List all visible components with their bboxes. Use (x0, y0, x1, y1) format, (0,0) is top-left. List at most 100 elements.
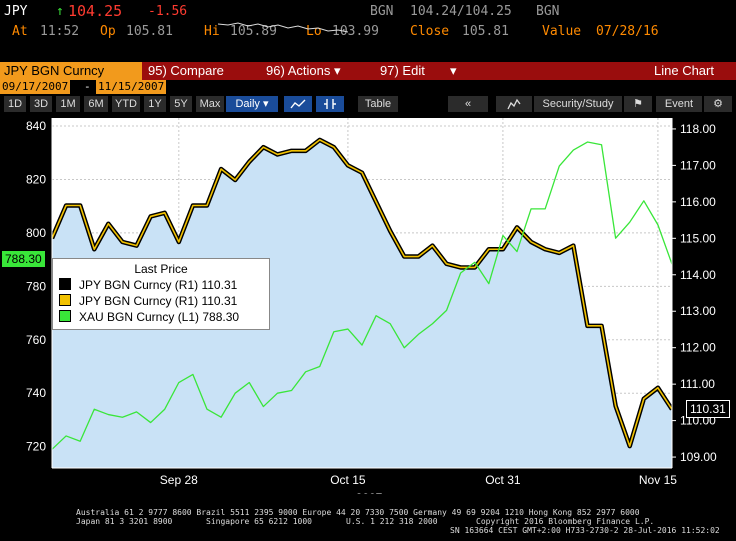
low-value: 103.99 (332, 24, 379, 39)
right-axis-tick-label: 116.00 (680, 195, 716, 209)
period-6m-button[interactable]: 6M (84, 96, 108, 112)
period-ytd-button[interactable]: YTD (112, 96, 140, 112)
security-study-button[interactable]: Security/Study (534, 96, 622, 112)
footer-session-info: SN 163664 CEST GMT+2:00 H733-2730-2 28-J… (450, 526, 720, 535)
chart-type-label: Line Chart (654, 63, 714, 78)
right-axis-tick-label: 111.00 (680, 377, 715, 391)
right-axis-tick-label: 115.00 (680, 231, 716, 245)
right-axis-tick-label: 113.00 (680, 304, 716, 318)
x-axis-tick-label: Oct 15 (330, 473, 366, 487)
open-label: Op (100, 24, 116, 39)
up-arrow-icon: ↑ (56, 4, 64, 19)
period-1m-button[interactable]: 1M (56, 96, 80, 112)
frequency-dropdown-icon: ▾ (262, 98, 269, 110)
xau-line (51, 141, 673, 450)
footer: Australia 61 2 9777 8600 Brazil 5511 239… (0, 505, 736, 541)
jpy-last-value-tag: 110.31 (686, 400, 730, 418)
footer-phone-numbers: Australia 61 2 9777 8600 Brazil 5511 239… (76, 508, 640, 517)
end-date-field[interactable]: 11/15/2007 (96, 80, 167, 94)
x-axis-tick-label: Nov 15 (639, 473, 677, 487)
frequency-label: Daily (235, 98, 260, 110)
price-chart[interactable]: 720740760780800820840109.00110.00111.001… (0, 114, 736, 494)
footer-singapore-phone: Singapore 65 6212 1000 (206, 517, 312, 526)
compare-label: Compare (170, 63, 224, 78)
right-axis-tick-label: 112.00 (680, 341, 716, 355)
left-axis-tick-label: 840 (26, 119, 46, 133)
left-axis-tick-label: 780 (26, 279, 46, 293)
legend-swatch-yellow (59, 294, 71, 306)
left-axis-tick-label: 820 (26, 172, 46, 186)
price-source-2: BGN (536, 4, 560, 19)
chart-legend[interactable]: Last Price JPY BGN Curncy (R1) 110.31 JP… (52, 258, 270, 330)
at-time: 11:52 (40, 24, 80, 39)
high-label: Hi (204, 24, 220, 39)
frequency-dropdown[interactable]: Daily ▾ (226, 96, 278, 112)
legend-label-jpy-1: JPY BGN Curncy (R1) 110.31 (79, 278, 238, 292)
bid-ask: 104.24/104.25 (410, 4, 512, 19)
net-change: -1.56 (148, 4, 188, 19)
period-max-button[interactable]: Max (196, 96, 224, 112)
security-field[interactable]: JPY BGN Curncy (0, 62, 142, 80)
actions-number: 96) (266, 63, 285, 78)
table-button[interactable]: Table (358, 96, 398, 112)
jpy-line-yellow (51, 139, 673, 447)
edit-menu[interactable]: 97) Edit (380, 62, 425, 80)
footer-us-phone: U.S. 1 212 318 2000 (346, 517, 438, 526)
period-1y-button[interactable]: 1Y (144, 96, 166, 112)
open-value: 105.81 (126, 24, 173, 39)
high-value: 105.89 (230, 24, 277, 39)
left-axis-tick-label: 760 (26, 333, 46, 347)
right-axis-tick-label: 118.00 (680, 122, 716, 136)
legend-label-xau: XAU BGN Curncy (L1) 788.30 (79, 310, 240, 324)
legend-item-xau-green: XAU BGN Curncy (L1) 788.30 (59, 310, 239, 325)
value-label: Value (542, 24, 582, 39)
xau-last-value-tag: 788.30 (2, 251, 45, 267)
function-toolbar: JPY BGN Curncy 95) Compare 96) Actions ▾… (0, 62, 736, 80)
legend-swatch-black (59, 278, 71, 290)
x-axis-tick-label: Oct 31 (485, 473, 521, 487)
legend-item-jpy-black: JPY BGN Curncy (R1) 110.31 (59, 278, 237, 293)
left-axis-tick-label: 720 (26, 440, 46, 454)
period-5y-button[interactable]: 5Y (170, 96, 192, 112)
x-axis-tick-label: Sep 28 (160, 473, 198, 487)
edit-label: Edit (402, 63, 425, 78)
legend-title: Last Price (134, 262, 188, 276)
period-toolbar: 1D 3D 1M 6M YTD 1Y 5Y Max Daily ▾ Table … (0, 96, 736, 112)
right-axis-tick-label: 114.00 (680, 268, 716, 282)
ticker: JPY (4, 4, 28, 19)
edit-number: 97) (380, 63, 399, 78)
event-button[interactable]: Event (656, 96, 702, 112)
quote-header: JPY ↑ 104.25 -1.56 BGN 104.24/104.25 BGN… (0, 0, 736, 42)
gear-icon[interactable]: ⚙ (704, 96, 732, 112)
price-source: BGN (370, 4, 394, 19)
jpy-area-fill (52, 139, 672, 468)
flag-icon[interactable]: ⚑ (624, 96, 652, 112)
actions-dropdown-icon: ▾ (333, 63, 341, 78)
start-date-field[interactable]: 09/17/2007 (0, 80, 71, 94)
compare-number: 95) (148, 63, 167, 78)
compare-button[interactable]: 95) Compare (148, 62, 224, 80)
close-value: 105.81 (462, 24, 509, 39)
period-1d-button[interactable]: 1D (4, 96, 26, 112)
studies-icon[interactable] (496, 96, 532, 112)
line-chart-icon[interactable] (284, 96, 312, 112)
footer-copyright: Copyright 2016 Bloomberg Finance L.P. (476, 517, 655, 526)
period-3d-button[interactable]: 3D (30, 96, 52, 112)
right-axis-tick-label: 117.00 (680, 158, 716, 172)
edit-dropdown-icon[interactable]: ▾ (450, 63, 457, 78)
legend-swatch-green (59, 310, 71, 322)
actions-label: Actions (287, 63, 331, 78)
legend-label-jpy-2: JPY BGN Curncy (R1) 110.31 (79, 294, 238, 308)
actions-menu[interactable]: 96) Actions ▾ (266, 62, 341, 80)
last-price: 104.25 (68, 2, 123, 20)
footer-japan-phone: Japan 81 3 3201 8900 (76, 517, 173, 526)
date-separator: - (84, 80, 91, 93)
crosshair-icon[interactable] (316, 96, 344, 112)
value-date: 07/28/16 (596, 24, 659, 39)
right-axis-tick-label: 109.00 (680, 450, 717, 464)
left-axis-tick-label: 740 (26, 386, 46, 400)
back-icon[interactable]: « (448, 96, 488, 112)
x-axis-label: 2007 (356, 491, 383, 494)
left-axis-tick-label: 800 (26, 226, 46, 240)
close-label: Close (410, 24, 450, 39)
